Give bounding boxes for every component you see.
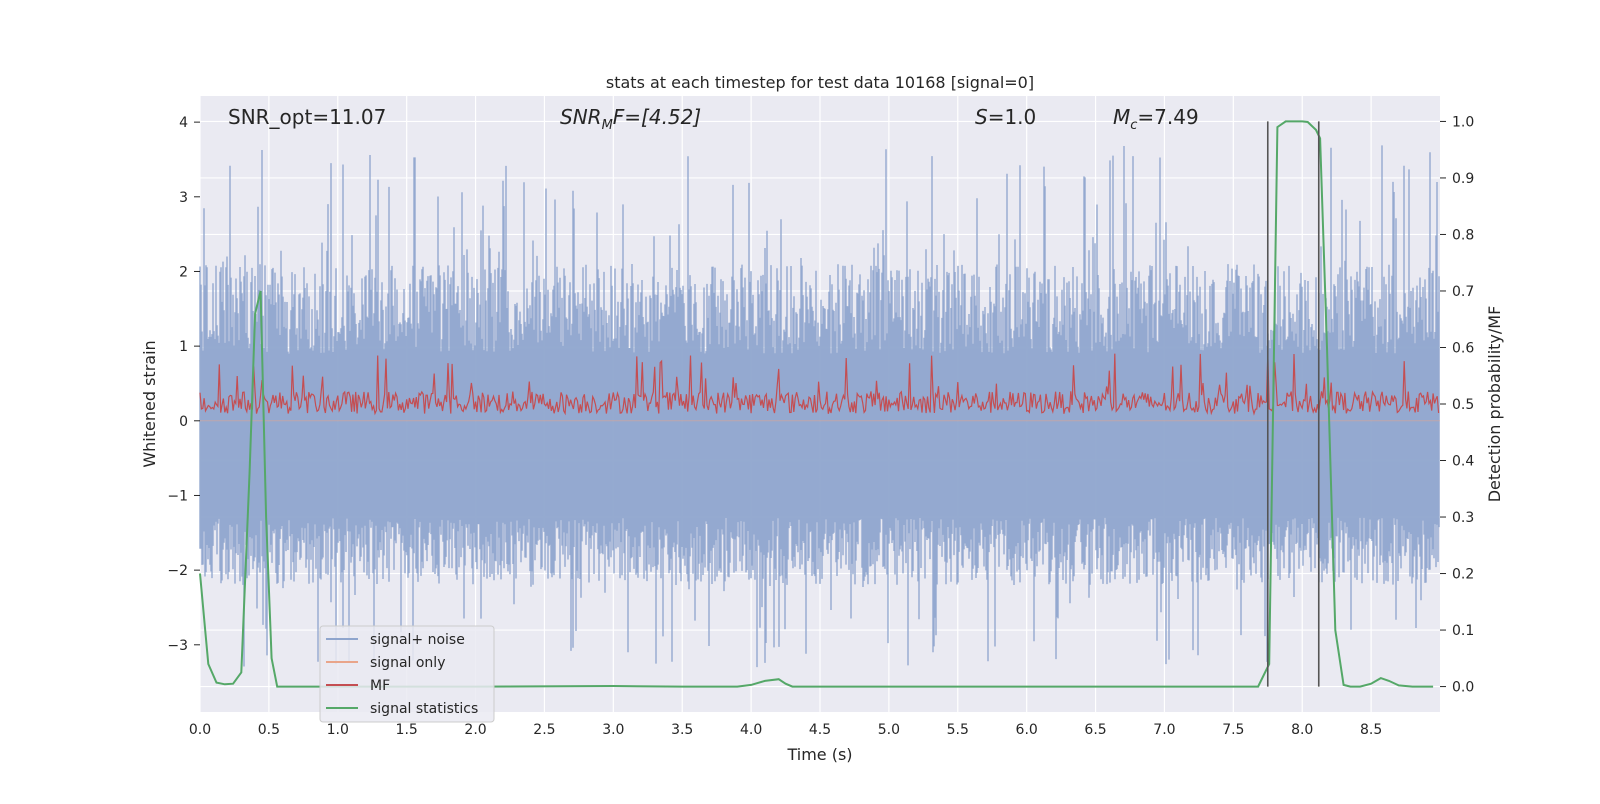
- y-right-tick-label: 0.9: [1452, 171, 1474, 187]
- chart-title: stats at each timestep for test data 101…: [606, 73, 1034, 92]
- series-signal-noise: [199, 145, 1440, 668]
- y-left-tick-label: 4: [179, 115, 188, 131]
- annotation-snr-mf-sub: M: [602, 118, 613, 133]
- y-right-tick-label: 0.7: [1452, 284, 1474, 300]
- y-axis-label-left: Whitened strain: [140, 340, 159, 467]
- legend-label-signal-statistics: signal statistics: [370, 701, 478, 717]
- annotation-mc-name: M: [1113, 105, 1130, 129]
- y-left-tick-label: −2: [167, 563, 188, 579]
- y-axis-label-right: Detection probability/MF: [1485, 306, 1504, 503]
- y-left-tick-label: 3: [179, 190, 188, 206]
- x-tick-label: 7.0: [1153, 722, 1175, 738]
- annotation-snr-mf-name: SNR: [560, 105, 602, 129]
- x-tick-label: 6.0: [1016, 722, 1038, 738]
- y-right-tick-label: 0.5: [1452, 397, 1474, 413]
- x-tick-label: 2.0: [464, 722, 486, 738]
- legend-label-signal-noise: signal+ noise: [370, 632, 465, 648]
- x-tick-label: 6.5: [1084, 722, 1106, 738]
- x-tick-label: 8.0: [1291, 722, 1313, 738]
- y-left-tick-label: 2: [179, 264, 188, 280]
- annotation-s: S=1.0: [975, 105, 1036, 129]
- x-tick-label: 1.0: [327, 722, 349, 738]
- x-tick-label: 4.0: [740, 722, 762, 738]
- y-right-tick-label: 1.0: [1452, 114, 1474, 130]
- series-mf: [199, 353, 1440, 416]
- annotation-snr-mf-rest: F=[4.52]: [613, 105, 701, 129]
- x-tick-label: 0.0: [189, 722, 211, 738]
- legend-box: [319, 625, 495, 723]
- annotation-snr-mf: SNRMF=[4.52]: [560, 105, 701, 133]
- y-right-tick-label: 0.4: [1452, 454, 1474, 470]
- x-tick-label: 0.5: [258, 722, 280, 738]
- annotation-mc-value: =7.49: [1137, 105, 1198, 129]
- x-tick-label: 5.5: [947, 722, 969, 738]
- y-right-tick-label: 0.8: [1452, 227, 1474, 243]
- annotation-s-name: S: [975, 105, 988, 129]
- y-left-tick-label: 1: [179, 339, 188, 355]
- annotation-mc-sub: c: [1130, 118, 1137, 133]
- x-tick-label: 2.5: [533, 722, 555, 738]
- x-tick-label: 3.5: [671, 722, 693, 738]
- y-right-tick-label: 0.0: [1452, 680, 1474, 696]
- legend: signal+ noise signal only MF signal stat…: [319, 625, 495, 723]
- y-left-tick-label: −3: [167, 638, 188, 654]
- y-right-tick-label: 0.1: [1452, 623, 1474, 639]
- x-axis-label: Time (s): [786, 745, 852, 764]
- annotation-snr-opt: SNR_opt=11.07: [228, 105, 386, 129]
- annotation-s-value: =1.0: [988, 105, 1037, 129]
- y-left-tick-label: 0: [179, 414, 188, 430]
- x-tick-label: 1.5: [396, 722, 418, 738]
- x-tick-label: 4.5: [809, 722, 831, 738]
- y-left-tick-label: −1: [167, 488, 188, 504]
- y-right-tick-label: 0.3: [1452, 510, 1474, 526]
- legend-label-signal-only: signal only: [370, 655, 445, 671]
- y-right-tick-label: 0.2: [1452, 567, 1474, 583]
- y-right-tick-label: 0.6: [1452, 340, 1474, 356]
- x-tick-label: 3.0: [602, 722, 624, 738]
- series-signal-statistics: [199, 120, 1434, 688]
- x-tick-label: 7.5: [1222, 722, 1244, 738]
- legend-label-mf: MF: [370, 678, 390, 694]
- x-tick-label: 5.0: [878, 722, 900, 738]
- annotation-mc: Mc=7.49: [1113, 105, 1199, 133]
- x-tick-label: 8.5: [1360, 722, 1382, 738]
